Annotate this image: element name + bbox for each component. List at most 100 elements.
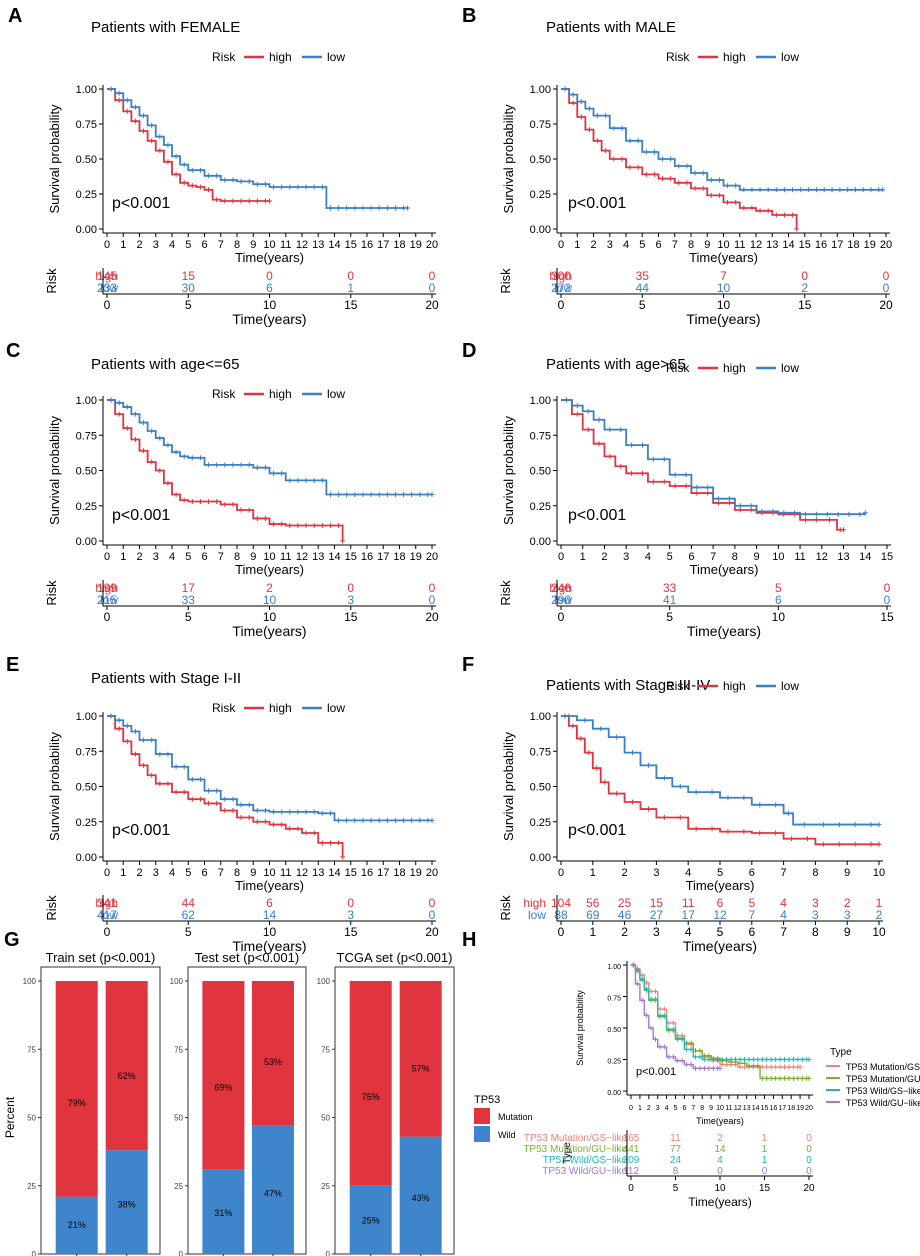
censor-mark	[596, 417, 602, 423]
censor-mark	[582, 717, 588, 723]
x-tick-label: 2	[136, 551, 142, 563]
y-tick-label: 75	[174, 1045, 183, 1054]
risk-row-name: high	[95, 896, 118, 910]
censor-mark	[639, 976, 645, 982]
censor-mark	[271, 521, 277, 527]
risk-count: 10	[717, 281, 731, 295]
censor-mark	[829, 187, 835, 193]
y-tick-label: 50	[27, 1114, 36, 1123]
y-tick-label: 0.25	[530, 817, 551, 829]
risk-count: 15	[650, 896, 664, 910]
risk-count: 0	[883, 269, 890, 283]
x-tick-label: 15	[345, 867, 357, 879]
censor-mark	[287, 826, 293, 832]
panel-title: Patients with MALE	[546, 19, 676, 36]
censor-mark	[271, 822, 277, 828]
censor-mark	[384, 817, 390, 823]
censor-mark	[574, 411, 580, 417]
censor-mark	[311, 522, 317, 528]
censor-mark	[311, 809, 317, 815]
survival-curve-high	[561, 88, 798, 229]
censor-mark	[806, 187, 812, 193]
x-tick-label: 17	[831, 239, 843, 251]
y-tick-label: 0.50	[530, 466, 551, 478]
censor-mark	[295, 184, 301, 190]
x-tick-label: 15	[345, 239, 357, 251]
censor-mark	[340, 538, 346, 544]
censor-mark	[725, 199, 731, 205]
censor-mark	[585, 427, 591, 433]
bar-label-wild: 25%	[362, 1215, 380, 1225]
censor-mark	[773, 830, 779, 836]
x-axis-label: Time(years)	[696, 1116, 744, 1126]
censor-mark	[651, 149, 657, 155]
panel-letter-D: D	[462, 340, 476, 362]
censor-mark	[661, 1044, 667, 1050]
y-axis-label: Survival probability	[47, 731, 62, 841]
censor-mark	[108, 397, 114, 403]
risk-row-name: high	[549, 581, 572, 595]
censor-mark	[618, 427, 624, 433]
x-tick-label: 17	[377, 239, 389, 251]
censor-mark	[327, 205, 333, 211]
risk-x-axis-label: Time(years)	[687, 623, 761, 639]
p-value: p<0.001	[636, 1066, 676, 1078]
risk-count: 6	[717, 896, 724, 910]
survival-curve-TP---Mutation-GS-like	[631, 964, 801, 1068]
censor-mark	[230, 796, 236, 802]
censor-mark	[287, 809, 293, 815]
censor-mark	[165, 159, 171, 165]
censor-mark	[755, 1063, 761, 1069]
censor-mark	[566, 713, 572, 719]
survival-curve-low	[107, 88, 408, 209]
risk-x-tick-label: 0	[558, 610, 565, 624]
censor-mark	[694, 490, 700, 496]
risk-count: 145	[97, 269, 117, 283]
y-axis-label: Percent	[3, 1096, 17, 1138]
censor-mark	[417, 491, 423, 497]
censor-mark	[661, 815, 667, 821]
censor-mark	[757, 830, 763, 836]
bar-label-wild: 38%	[118, 1199, 136, 1209]
censor-mark	[640, 470, 645, 476]
censor-mark	[246, 507, 252, 513]
x-tick-label: 6	[201, 239, 207, 251]
censor-mark	[254, 465, 260, 471]
legend-label-high: high	[269, 50, 292, 64]
bar-wild	[105, 1150, 148, 1254]
censor-mark	[876, 822, 882, 828]
x-tick-label: 20	[426, 239, 438, 251]
censor-mark	[725, 829, 731, 835]
censor-mark	[222, 796, 228, 802]
x-tick-label: 1	[590, 867, 596, 879]
censor-mark	[803, 511, 808, 517]
censor-mark	[141, 420, 147, 426]
risk-x-tick-label: 15	[344, 610, 358, 624]
censor-mark	[635, 138, 641, 144]
legend-label-high: high	[269, 701, 292, 715]
risk-count: 341	[97, 896, 117, 910]
p-value: p<0.001	[568, 507, 626, 524]
legend-G: TP53 Mutation Wild	[474, 1094, 533, 1142]
censor-mark	[790, 1064, 796, 1070]
x-tick-label: 8	[234, 551, 240, 563]
censor-mark	[764, 1064, 770, 1070]
censor-mark	[578, 114, 584, 120]
censor-mark	[594, 765, 600, 771]
censor-mark	[214, 800, 220, 806]
x-tick-label: 6	[201, 551, 207, 563]
x-tick-label: 18	[393, 239, 405, 251]
risk-count: 6	[266, 896, 273, 910]
panel-letter-G: G	[4, 929, 20, 951]
x-tick-label: 18	[847, 239, 859, 251]
risk-table-label: Risk	[44, 580, 59, 606]
risk-x-tick-label: 10	[717, 298, 731, 312]
censor-mark	[303, 184, 309, 190]
risk-count: 30	[182, 281, 196, 295]
x-tick-label: 15	[761, 1105, 769, 1112]
censor-mark	[206, 800, 212, 806]
y-tick-label: 75	[321, 1045, 330, 1054]
censor-mark	[149, 428, 155, 434]
x-tick-label: 2	[136, 239, 142, 251]
